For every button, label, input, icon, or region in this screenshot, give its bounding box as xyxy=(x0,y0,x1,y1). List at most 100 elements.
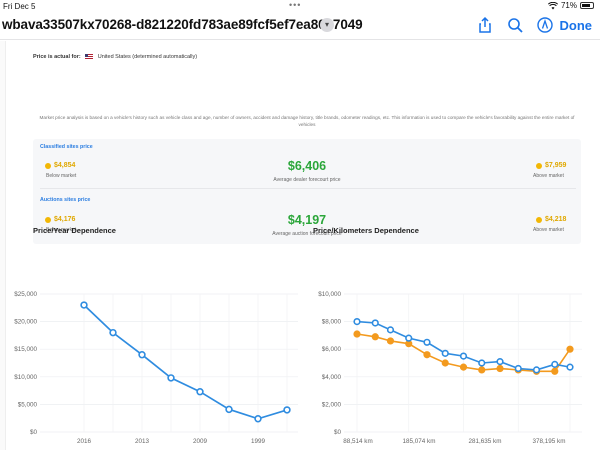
y-tick-label: $0 xyxy=(334,429,342,436)
classified-above-price: $7,959 xyxy=(545,162,567,169)
price-point xyxy=(80,301,88,309)
price-point xyxy=(225,405,233,414)
classified-above-label: Above market xyxy=(533,173,564,179)
divider xyxy=(40,188,576,189)
price-point xyxy=(138,351,146,359)
x-tick-label: 281,635 km xyxy=(469,438,502,445)
y-tick-label: $15,000 xyxy=(14,346,37,353)
markup-icon[interactable] xyxy=(536,16,554,34)
auctions-above: $4,218 xyxy=(536,216,566,223)
y-tick-label: $5,000 xyxy=(18,401,38,408)
y-tick-label: $8,000 xyxy=(322,319,342,326)
x-tick-label: 2013 xyxy=(135,438,150,445)
auction-point xyxy=(459,363,468,371)
title-menu-chevron-icon[interactable]: ▾ xyxy=(320,18,334,32)
y-tick-label: $2,000 xyxy=(322,401,342,408)
year-chart-title: Price/Year Dependence xyxy=(33,226,116,235)
status-time: Fri Dec 5 xyxy=(3,2,36,11)
x-tick-label: 185,074 km xyxy=(403,438,436,445)
search-icon[interactable] xyxy=(506,16,524,34)
price-km-chart: $10,000 $8,000 $6,000 $4,000 $2,000 $088,514 … xyxy=(318,291,582,445)
price-point xyxy=(254,415,262,423)
classified-average-price: $6,406 xyxy=(287,159,327,173)
dealer-point xyxy=(551,360,559,368)
auctions-above-price: $4,218 xyxy=(545,216,567,223)
battery-icon xyxy=(580,2,594,9)
auction-point xyxy=(551,367,559,375)
price-point xyxy=(283,406,291,414)
price-actual-country: United States (determined automatically) xyxy=(97,54,198,60)
auctions-average-price: $4,197 xyxy=(287,213,327,227)
classified-title: Classified sites price xyxy=(40,144,93,150)
y-tick-label: $6,000 xyxy=(322,346,342,353)
dealer-point xyxy=(371,319,379,327)
battery-percent: 71% xyxy=(560,1,577,10)
price-actual-line: Price is actual for: United States (dete… xyxy=(33,54,197,60)
document-content[interactable]: Price is actual for: United States (dete… xyxy=(0,41,600,450)
dealer-point xyxy=(353,317,361,326)
auction-point xyxy=(386,337,395,345)
navigation-bar: wbava33507kx70268-d821220fd783ae89fcf5ef… xyxy=(0,12,600,40)
price-summary-box: Classified sites price $4,854 Below mark… xyxy=(33,139,581,244)
page-edge xyxy=(0,41,6,450)
share-icon[interactable] xyxy=(476,16,494,34)
y-tick-label: $25,000 xyxy=(14,291,37,298)
classified-above: $7,959 xyxy=(536,162,566,169)
auctions-below-label: Below market xyxy=(46,227,77,233)
dealer-point xyxy=(514,364,522,373)
dealer-point xyxy=(496,358,504,366)
auction-point xyxy=(441,359,449,367)
classified-below-label: Below market xyxy=(46,173,77,179)
y-tick-label: $10,000 xyxy=(318,291,341,298)
dealer-point xyxy=(423,338,431,346)
classified-below: $4,854 xyxy=(45,162,75,169)
done-button[interactable]: Done xyxy=(559,18,593,33)
auctions-title: Auctions sites price xyxy=(40,197,91,203)
multitasking-dots-icon[interactable]: ••• xyxy=(289,0,302,10)
price-point xyxy=(196,388,204,396)
price-actual-label: Price is actual for: xyxy=(33,54,81,60)
coin-icon xyxy=(45,162,51,169)
price-point xyxy=(167,374,175,382)
price-point xyxy=(109,328,117,337)
x-tick-label: 378,195 km xyxy=(533,438,566,445)
dealer-point xyxy=(405,334,413,342)
classified-average-label: Average dealer forecourt price xyxy=(273,177,341,183)
y-tick-label: $10,000 xyxy=(14,374,37,381)
auction-point xyxy=(566,345,574,353)
dealer-point xyxy=(459,352,468,360)
dealer-point xyxy=(532,366,541,374)
status-bar: Fri Dec 5 ••• 71% xyxy=(0,0,600,12)
auction-point xyxy=(353,330,361,338)
auctions-average-label: Average auction forecourt price xyxy=(272,231,342,237)
auction-point xyxy=(478,366,486,374)
status-right: 71% xyxy=(547,1,594,10)
coin-icon xyxy=(45,216,51,223)
y-tick-label: $0 xyxy=(30,429,38,436)
price-series-line xyxy=(83,304,288,420)
x-tick-label: 2009 xyxy=(193,438,208,445)
auctions-above-label: Above market xyxy=(533,227,564,233)
coin-icon xyxy=(536,216,542,223)
y-tick-label: $4,000 xyxy=(322,374,342,381)
page-title: wbava33507kx70268-d821220fd783ae89fcf5ef… xyxy=(2,17,363,32)
auction-point xyxy=(371,333,379,341)
x-tick-label: 88,514 km xyxy=(343,438,372,445)
dealer-point xyxy=(441,349,449,357)
coin-icon xyxy=(536,162,542,169)
y-tick-label: $20,000 xyxy=(14,319,37,326)
dealer-point xyxy=(478,359,486,367)
auction-point xyxy=(496,364,504,373)
price-year-chart: $25,000 $20,000 $15,000 $10,000 $5,000 $0 2016… xyxy=(14,291,298,445)
market-description: Market price analysis is based on a vehi… xyxy=(39,115,575,127)
km-chart-title: Price/Kilometers Dependence xyxy=(313,226,419,235)
dealer-point xyxy=(566,363,574,371)
auctions-below: $4,176 xyxy=(45,216,75,223)
classified-below-price: $4,854 xyxy=(54,162,76,169)
auctions-below-price: $4,176 xyxy=(54,216,76,223)
x-tick-label: 1999 xyxy=(251,438,266,445)
us-flag-icon xyxy=(85,54,94,60)
auction-point xyxy=(423,351,431,359)
dealer-point xyxy=(386,326,395,334)
wifi-icon xyxy=(547,1,558,9)
